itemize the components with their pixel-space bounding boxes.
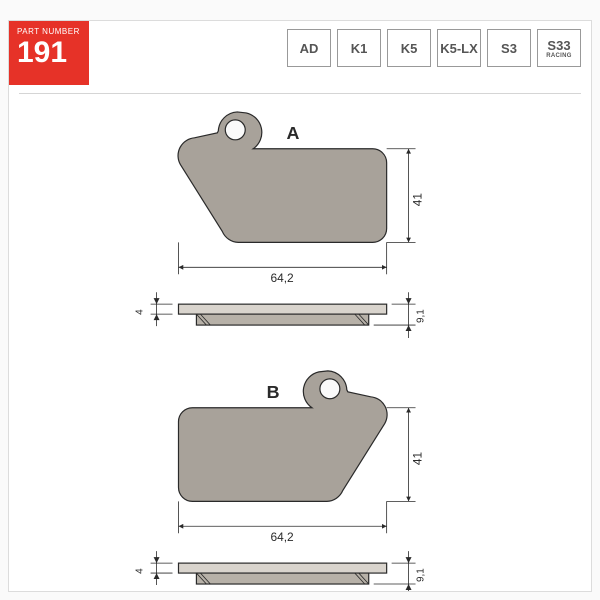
chip-label: AD — [300, 41, 319, 56]
chip-s33: S33 RACING — [537, 29, 581, 67]
label-a: A — [287, 123, 300, 143]
pad-a-side: 4 9,1 — [135, 292, 427, 338]
part-number-value: 191 — [17, 36, 81, 69]
chip-ad: AD — [287, 29, 331, 67]
chip-label: S3 — [501, 41, 517, 56]
chip-sublabel: RACING — [546, 53, 571, 59]
chip-k5: K5 — [387, 29, 431, 67]
label-b: B — [267, 382, 280, 402]
spec-sheet: PART NUMBER 191 AD K1 K5 K5-LX S3 S33 RA… — [8, 20, 592, 592]
pad-b-side: 4 9,1 — [135, 551, 427, 591]
chip-k5lx: K5-LX — [437, 29, 481, 67]
dim-a-total: 9,1 — [416, 309, 427, 323]
dim-b-total: 9,1 — [416, 568, 427, 582]
dim-b-height: 41 — [411, 452, 425, 466]
pad-b-front: B 41 64,2 — [178, 371, 424, 544]
compound-chips: AD K1 K5 K5-LX S3 S33 RACING — [287, 29, 581, 67]
part-number-badge: PART NUMBER 191 — [9, 21, 89, 85]
chip-s3: S3 — [487, 29, 531, 67]
technical-drawing: A 41 64,2 — [9, 95, 591, 591]
chip-label: K5-LX — [440, 41, 478, 56]
dim-a-plate: 4 — [135, 309, 146, 315]
pad-a-front: A 41 64,2 — [178, 112, 424, 285]
chip-k1: K1 — [337, 29, 381, 67]
chip-label: K1 — [351, 41, 368, 56]
dim-b-plate: 4 — [135, 568, 146, 574]
chip-label: K5 — [401, 41, 418, 56]
dim-a-height: 41 — [411, 193, 425, 207]
header: PART NUMBER 191 AD K1 K5 K5-LX S3 S33 RA… — [9, 21, 591, 91]
diagram-svg: A 41 64,2 — [9, 95, 591, 591]
dim-a-width: 64,2 — [270, 271, 294, 285]
dim-b-width: 64,2 — [270, 530, 294, 544]
chip-label: S33 — [547, 38, 570, 53]
header-divider — [19, 93, 581, 94]
part-number-label: PART NUMBER — [17, 27, 81, 36]
